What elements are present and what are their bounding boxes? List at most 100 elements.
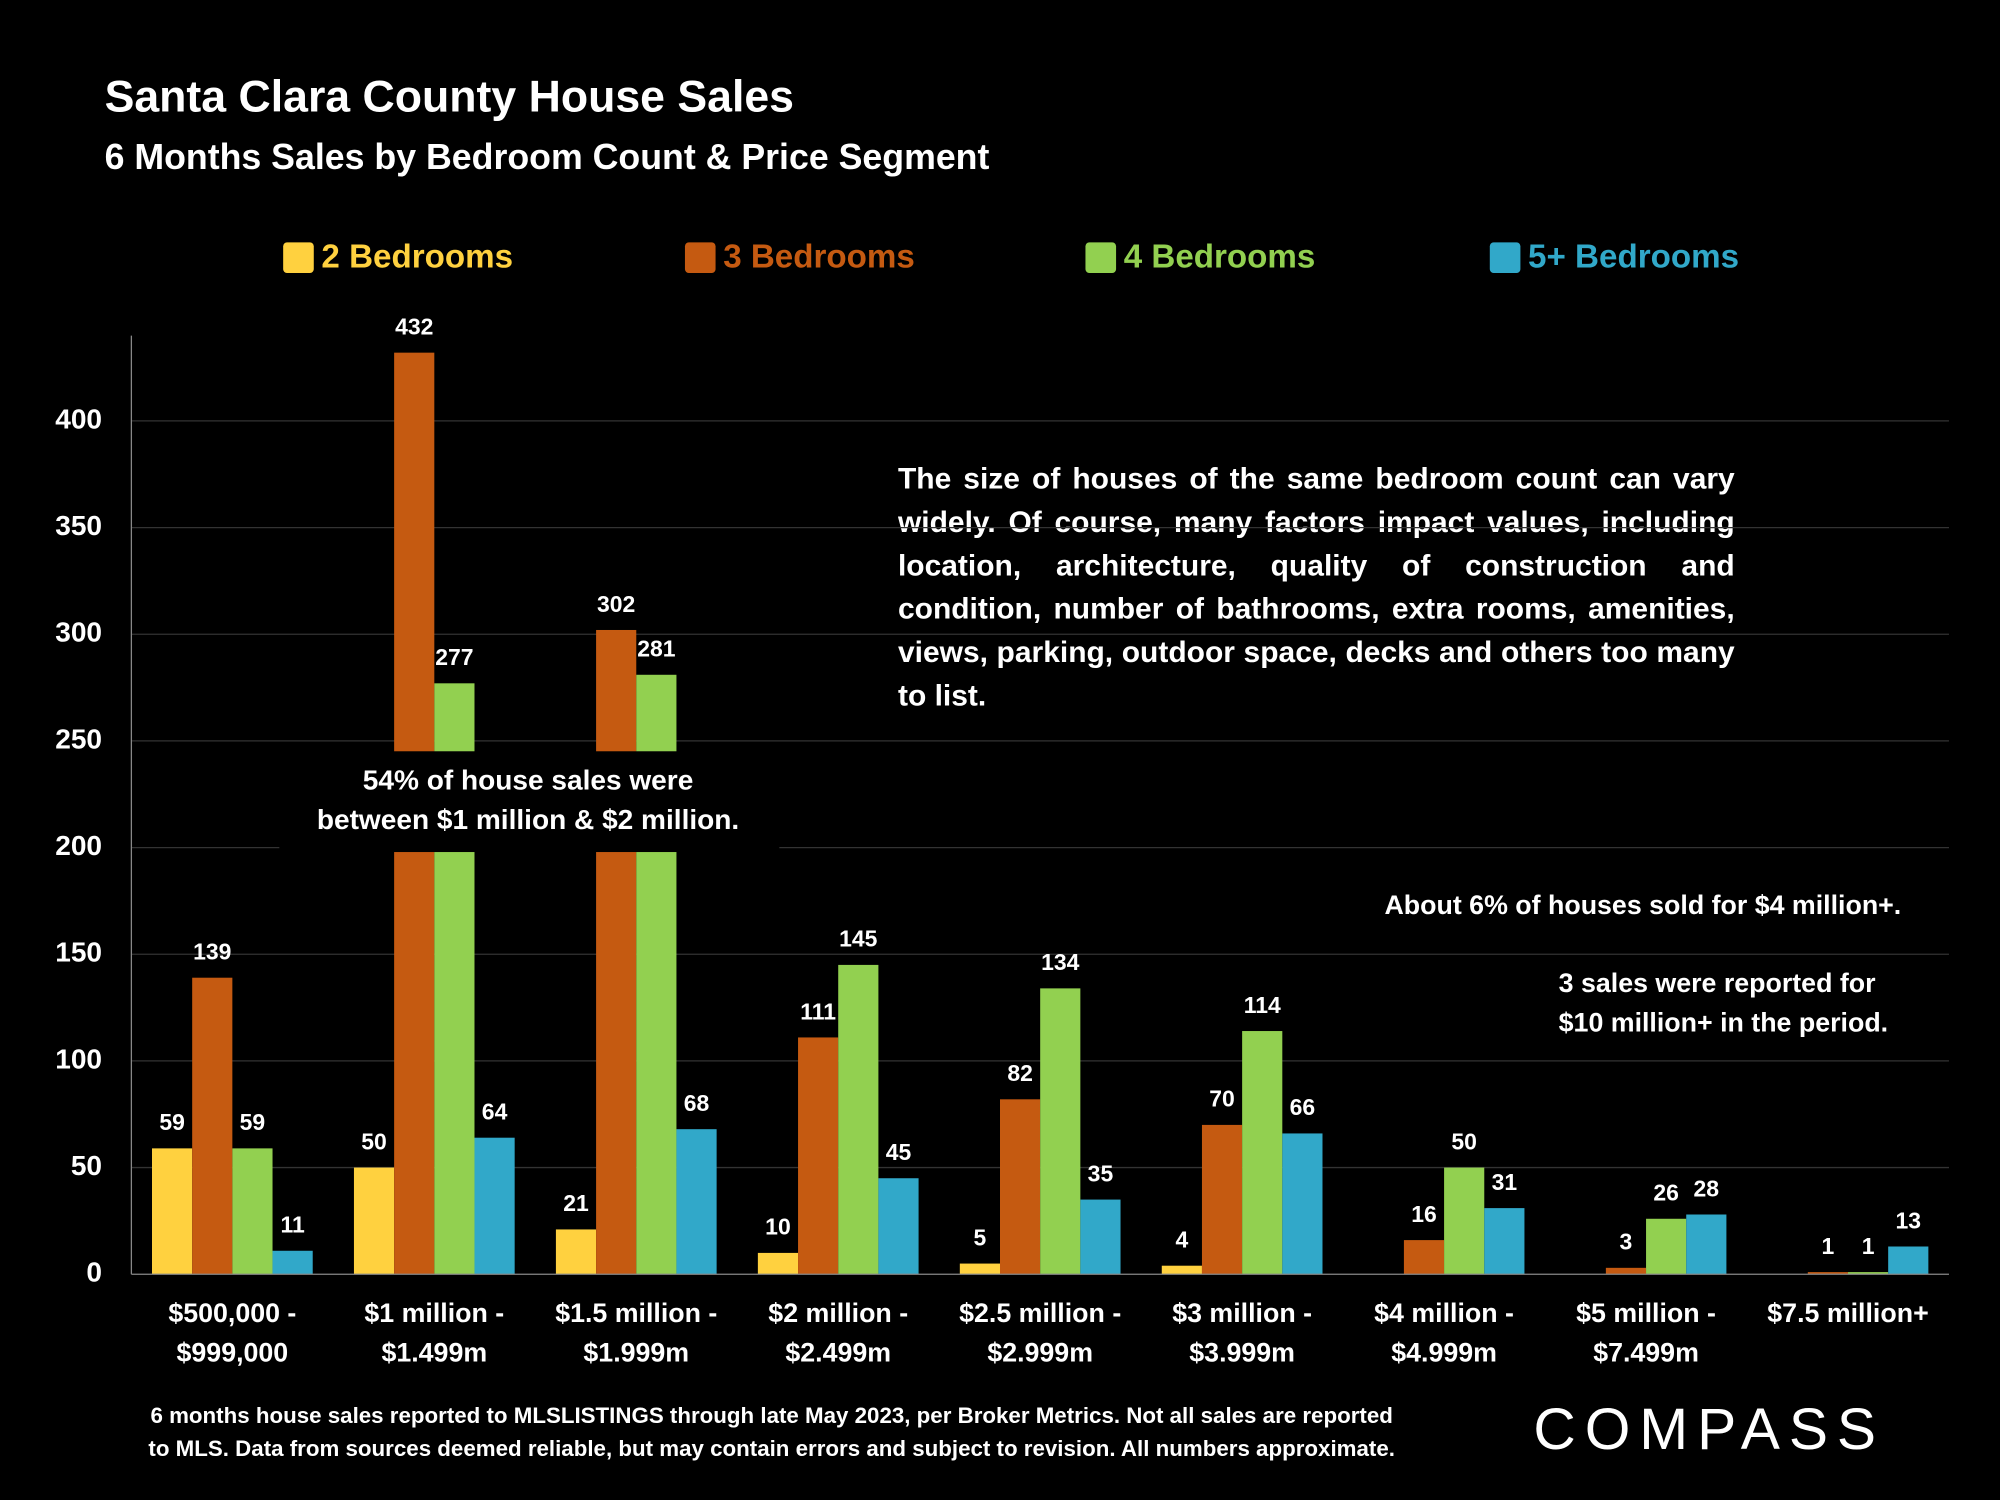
value-label: 68 <box>684 1090 710 1116</box>
bar <box>676 1129 717 1275</box>
value-label: 59 <box>240 1109 266 1135</box>
y-tick-label: 50 <box>71 1150 102 1181</box>
y-tick-label: 400 <box>55 403 102 434</box>
value-label: 302 <box>597 591 635 617</box>
value-label: 45 <box>886 1139 912 1165</box>
paragraph-box: The size of houses of the same bedroom c… <box>897 461 1735 712</box>
y-tick-label: 100 <box>55 1043 102 1074</box>
x-tick-label: $1.999m <box>583 1338 689 1368</box>
x-tick-label: $500,000 - <box>168 1298 296 1328</box>
footnote: 6 months house sales reported to MLSLIST… <box>150 1403 1392 1428</box>
value-label: 64 <box>482 1099 508 1125</box>
legend-label: 3 Bedrooms <box>723 239 915 276</box>
bar <box>474 1137 515 1275</box>
bar <box>838 964 879 1275</box>
top-annotation: $10 million+ in the period. <box>1559 1007 1888 1037</box>
value-label: 26 <box>1653 1180 1679 1206</box>
y-tick-label: 200 <box>55 830 102 861</box>
value-label: 59 <box>159 1109 185 1135</box>
value-label: 145 <box>839 926 878 952</box>
logo: COMPASS <box>1533 1397 1884 1462</box>
bar <box>272 1250 313 1275</box>
footnote: to MLS. Data from sources deemed reliabl… <box>148 1436 1395 1461</box>
bar <box>1282 1133 1323 1275</box>
x-tick-label: $7.499m <box>1593 1338 1699 1368</box>
x-tick-label: $7.5 million+ <box>1767 1298 1928 1328</box>
value-label: 432 <box>395 313 433 339</box>
value-label: 13 <box>1896 1207 1922 1233</box>
value-label: 1 <box>1862 1233 1875 1259</box>
value-label: 50 <box>361 1128 387 1154</box>
value-label: 21 <box>563 1190 589 1216</box>
value-label: 3 <box>1620 1229 1633 1255</box>
value-label: 5 <box>974 1224 987 1250</box>
chart-title: Santa Clara County House Sales <box>105 72 794 121</box>
value-label: 114 <box>1244 992 1281 1018</box>
top-annotation: 3 sales were reported for <box>1559 968 1876 998</box>
annotation-box <box>279 751 780 853</box>
y-tick-label: 150 <box>55 937 102 968</box>
bar <box>596 629 637 1275</box>
value-label: 28 <box>1694 1175 1720 1201</box>
value-label: 139 <box>193 939 231 965</box>
bar <box>1080 1199 1121 1275</box>
value-label: 50 <box>1451 1128 1477 1154</box>
x-tick-label: $2.499m <box>785 1338 891 1368</box>
bar <box>1807 1272 1849 1275</box>
value-label: 281 <box>637 636 676 662</box>
share-annotation: between $1 million & $2 million. <box>317 804 739 835</box>
y-tick-label: 350 <box>55 510 102 541</box>
x-tick-label: $3.999m <box>1189 1338 1295 1368</box>
value-label: 277 <box>435 644 473 670</box>
bar <box>798 1037 839 1275</box>
bar <box>1201 1124 1243 1275</box>
bar <box>232 1148 273 1275</box>
chart-subtitle: 6 Months Sales by Bedroom Count & Price … <box>105 137 990 177</box>
x-tick-label: $1 million - <box>364 1298 504 1328</box>
bar <box>1444 1167 1485 1275</box>
bar <box>1161 1265 1202 1275</box>
share-annotation: 54% of house sales were <box>363 764 693 795</box>
legend-label: 5+ Bedrooms <box>1528 239 1739 276</box>
y-tick-label: 0 <box>86 1257 102 1288</box>
legend-swatch <box>283 242 314 273</box>
value-label: 11 <box>280 1212 304 1238</box>
value-label: 4 <box>1175 1227 1188 1253</box>
legend-swatch <box>1489 242 1521 273</box>
x-tick-label: $3 million - <box>1172 1298 1312 1328</box>
bar <box>151 1148 193 1275</box>
bar <box>1605 1267 1647 1275</box>
value-label: 70 <box>1209 1086 1235 1112</box>
x-tick-label: $4 million - <box>1374 1298 1514 1328</box>
y-tick-label: 300 <box>55 617 102 648</box>
bar <box>1484 1208 1525 1275</box>
value-label: 10 <box>765 1214 791 1240</box>
x-tick-label: $2.5 million - <box>959 1298 1121 1328</box>
y-tick-label: 250 <box>55 723 102 754</box>
bar <box>1848 1272 1889 1275</box>
paragraph-annotation: The size of houses of the same bedroom c… <box>897 461 1735 712</box>
bar <box>555 1229 597 1275</box>
x-tick-label: $2 million - <box>768 1298 908 1328</box>
bar <box>878 1178 919 1275</box>
legend-label: 4 Bedrooms <box>1124 239 1316 276</box>
bar <box>959 1263 1000 1275</box>
legend-swatch <box>684 242 716 273</box>
x-tick-label: $4.999m <box>1391 1338 1497 1368</box>
legend-label: 2 Bedrooms <box>321 239 513 276</box>
bar <box>1403 1240 1445 1275</box>
value-label: 35 <box>1088 1160 1114 1186</box>
bar <box>757 1252 799 1275</box>
bar <box>353 1167 395 1275</box>
value-label: 66 <box>1290 1094 1316 1120</box>
value-label: 31 <box>1492 1169 1518 1195</box>
bar <box>1000 1099 1041 1275</box>
bar <box>192 977 233 1275</box>
bar <box>1242 1031 1283 1275</box>
bar <box>1040 988 1081 1275</box>
legend-swatch <box>1085 242 1117 273</box>
value-label: 134 <box>1041 949 1080 975</box>
value-label: 111 <box>800 998 836 1024</box>
bar <box>1686 1214 1727 1275</box>
